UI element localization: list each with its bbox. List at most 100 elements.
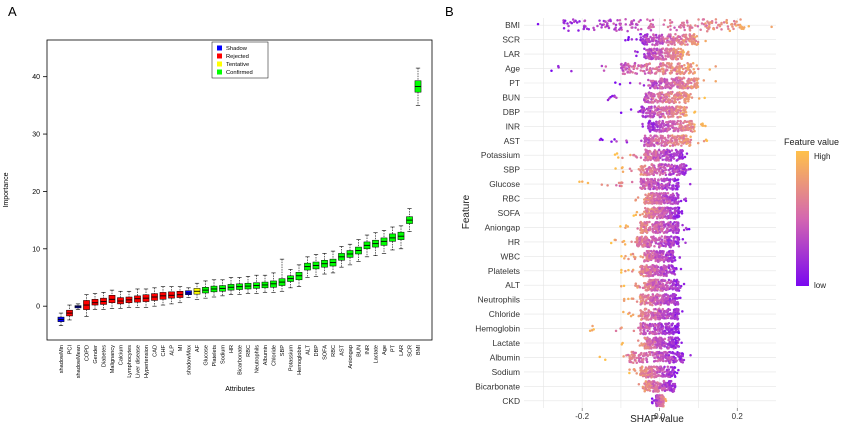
shap-point — [673, 315, 676, 318]
shap-point — [680, 96, 683, 99]
shap-point — [649, 295, 653, 299]
shap-point — [686, 24, 690, 27]
shap-point — [685, 152, 689, 155]
shap-point — [684, 168, 688, 172]
shap-point — [669, 134, 672, 138]
legend-label-rejected: Rejected — [226, 54, 249, 60]
legend-label-confirmed: Confirmed — [226, 70, 253, 76]
shap-point — [648, 302, 652, 305]
shap-point — [665, 65, 669, 68]
shap-point — [676, 202, 679, 205]
shap-point — [654, 98, 658, 102]
shap-point — [643, 284, 647, 288]
shap-point — [697, 67, 700, 71]
shap-point — [678, 105, 682, 108]
shap-point — [635, 210, 639, 214]
shap-point — [654, 109, 657, 112]
shap-point — [656, 313, 659, 316]
shap-point — [667, 266, 671, 270]
shap-point — [770, 25, 773, 29]
shap-point — [644, 152, 647, 156]
shap-point — [653, 244, 656, 248]
shap-point — [665, 235, 669, 239]
shap-point — [662, 220, 665, 224]
shap-point — [658, 215, 661, 218]
shap-point — [635, 156, 639, 159]
shap-point — [677, 327, 680, 330]
shap-point — [636, 196, 640, 199]
shap-point — [667, 86, 670, 89]
shap-point — [641, 122, 644, 126]
shap-point — [614, 23, 618, 27]
shap-point — [647, 78, 650, 82]
shap-point — [643, 354, 646, 357]
shap-point — [639, 312, 643, 316]
shap-point — [684, 226, 688, 230]
shap-point — [651, 323, 654, 326]
shap-point — [675, 28, 678, 32]
shap-point — [622, 299, 626, 302]
shap-point — [654, 288, 657, 292]
shap-point — [672, 326, 675, 330]
shap-point — [606, 98, 610, 102]
shap-point — [639, 325, 643, 329]
shap-point — [611, 94, 614, 98]
shap-point — [657, 284, 660, 288]
shap-point — [653, 167, 656, 171]
shap-point — [626, 29, 629, 33]
shap-point — [655, 123, 658, 127]
shap-point — [634, 284, 637, 287]
shap-point — [624, 38, 627, 42]
shap-point — [613, 138, 616, 141]
legend-swatch-shadow — [217, 45, 222, 51]
shap-point — [667, 98, 670, 101]
shap-point — [675, 223, 678, 227]
shap-point — [676, 312, 679, 315]
shap-point — [662, 258, 665, 262]
shap-point — [660, 325, 663, 329]
shap-point — [652, 249, 656, 253]
shap-point — [661, 296, 664, 300]
shap-point — [674, 33, 677, 36]
shap-point — [663, 116, 667, 119]
shap-point — [654, 207, 658, 211]
shap-point — [659, 287, 663, 290]
shap-point — [648, 26, 651, 30]
shap-point — [662, 223, 666, 227]
shap-point — [704, 138, 708, 142]
shap-point — [645, 316, 649, 319]
shap-point — [663, 265, 667, 268]
shap-point — [633, 64, 637, 68]
shap-point — [659, 284, 663, 287]
shap-point — [680, 84, 684, 88]
swarm-wbc — [620, 249, 682, 263]
shap-point — [672, 360, 676, 364]
shap-point — [676, 151, 680, 155]
shap-point — [669, 33, 672, 36]
shap-point — [655, 168, 658, 171]
shap-point — [648, 120, 651, 123]
shap-point — [683, 71, 687, 74]
shap-point — [606, 184, 609, 187]
shap-point — [643, 198, 646, 201]
shap-point — [686, 52, 689, 55]
shap-point — [622, 284, 626, 288]
shap-point — [641, 105, 644, 108]
shap-point — [661, 120, 665, 124]
shap-point — [702, 18, 706, 21]
x-tick-label: Glucose — [204, 345, 210, 366]
shap-point — [668, 312, 672, 315]
shap-point — [655, 36, 659, 39]
shap-point — [679, 140, 683, 144]
x-tick-label: shadowMin — [59, 345, 65, 373]
shap-point — [663, 171, 667, 175]
swarm-sofa — [632, 206, 684, 220]
box-hypertension — [142, 288, 150, 308]
shap-point — [662, 40, 666, 43]
shap-point — [626, 71, 630, 74]
shap-point — [640, 294, 644, 297]
shap-point — [654, 315, 657, 318]
shap-point — [643, 202, 647, 205]
x-tick-label: RBC — [331, 345, 337, 357]
box-mi — [176, 286, 184, 304]
